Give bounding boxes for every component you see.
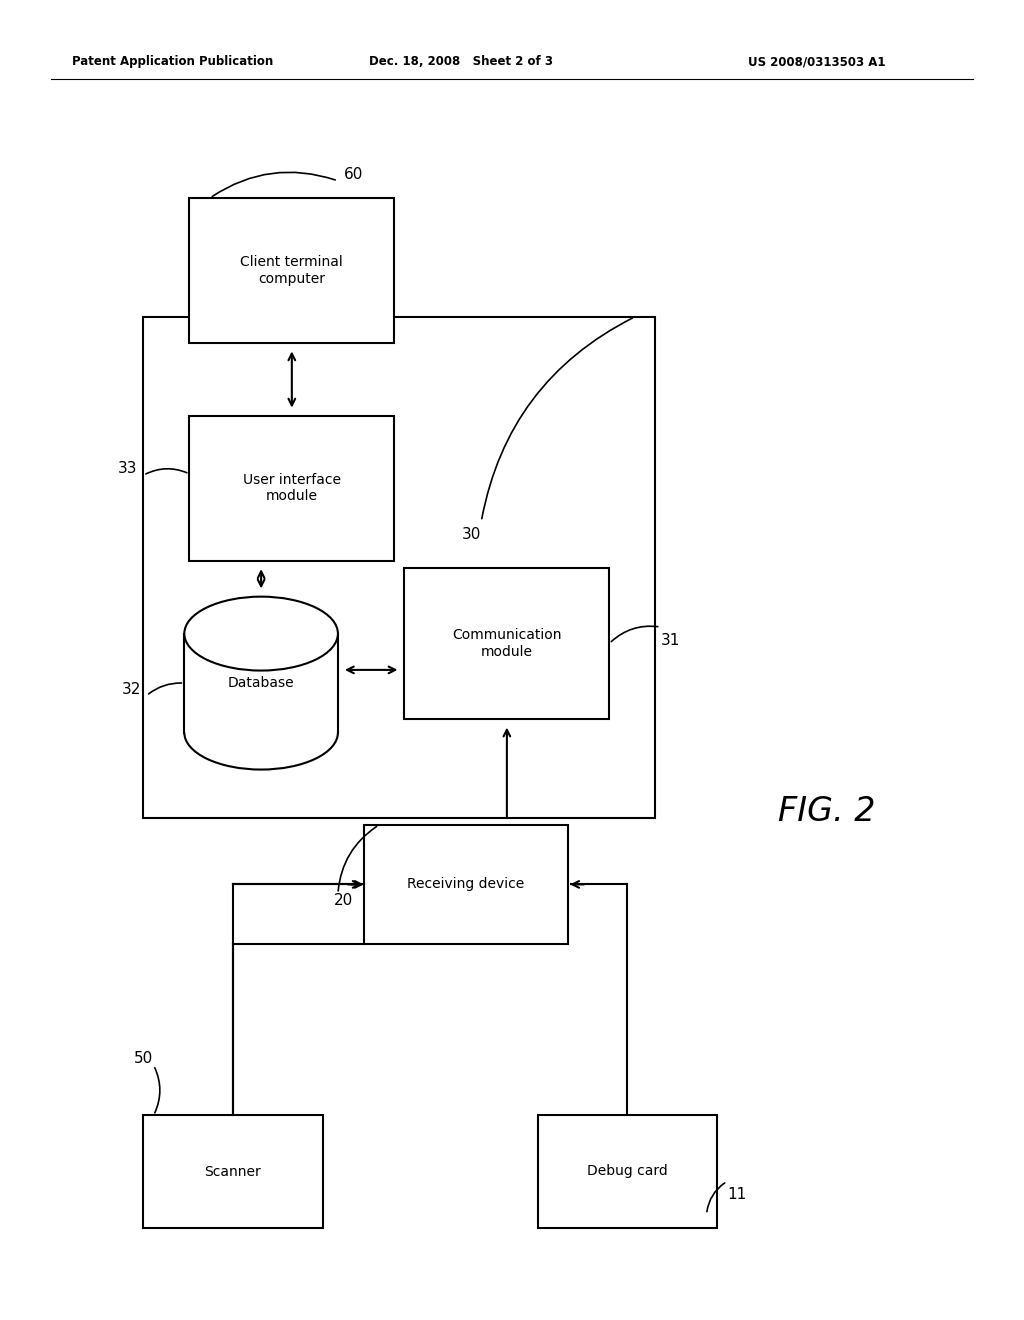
Bar xyxy=(538,1115,717,1228)
Text: 31: 31 xyxy=(662,632,680,648)
Text: Receiving device: Receiving device xyxy=(408,878,524,891)
Text: 33: 33 xyxy=(118,461,138,477)
Text: 60: 60 xyxy=(344,166,362,182)
Ellipse shape xyxy=(184,597,338,671)
Text: Dec. 18, 2008   Sheet 2 of 3: Dec. 18, 2008 Sheet 2 of 3 xyxy=(369,55,553,69)
Text: 20: 20 xyxy=(334,892,352,908)
Text: 30: 30 xyxy=(462,527,480,543)
Text: Scanner: Scanner xyxy=(205,1164,261,1179)
Text: Debug card: Debug card xyxy=(587,1164,668,1179)
Bar xyxy=(143,317,655,818)
Text: 32: 32 xyxy=(122,681,140,697)
Text: Patent Application Publication: Patent Application Publication xyxy=(72,55,273,69)
Text: US 2008/0313503 A1: US 2008/0313503 A1 xyxy=(748,55,885,69)
Bar xyxy=(189,416,394,561)
Text: 11: 11 xyxy=(728,1187,746,1203)
Bar xyxy=(143,1115,323,1228)
Text: Client terminal
computer: Client terminal computer xyxy=(241,256,343,285)
Bar xyxy=(184,634,338,733)
Text: Server: Server xyxy=(413,578,468,597)
Bar xyxy=(404,568,609,719)
Bar xyxy=(189,198,394,343)
Text: 50: 50 xyxy=(134,1051,153,1067)
Text: Database: Database xyxy=(227,676,295,690)
Bar xyxy=(364,825,568,944)
Text: FIG. 2: FIG. 2 xyxy=(778,795,876,829)
Text: Communication
module: Communication module xyxy=(453,628,561,659)
Text: User interface
module: User interface module xyxy=(243,474,341,503)
